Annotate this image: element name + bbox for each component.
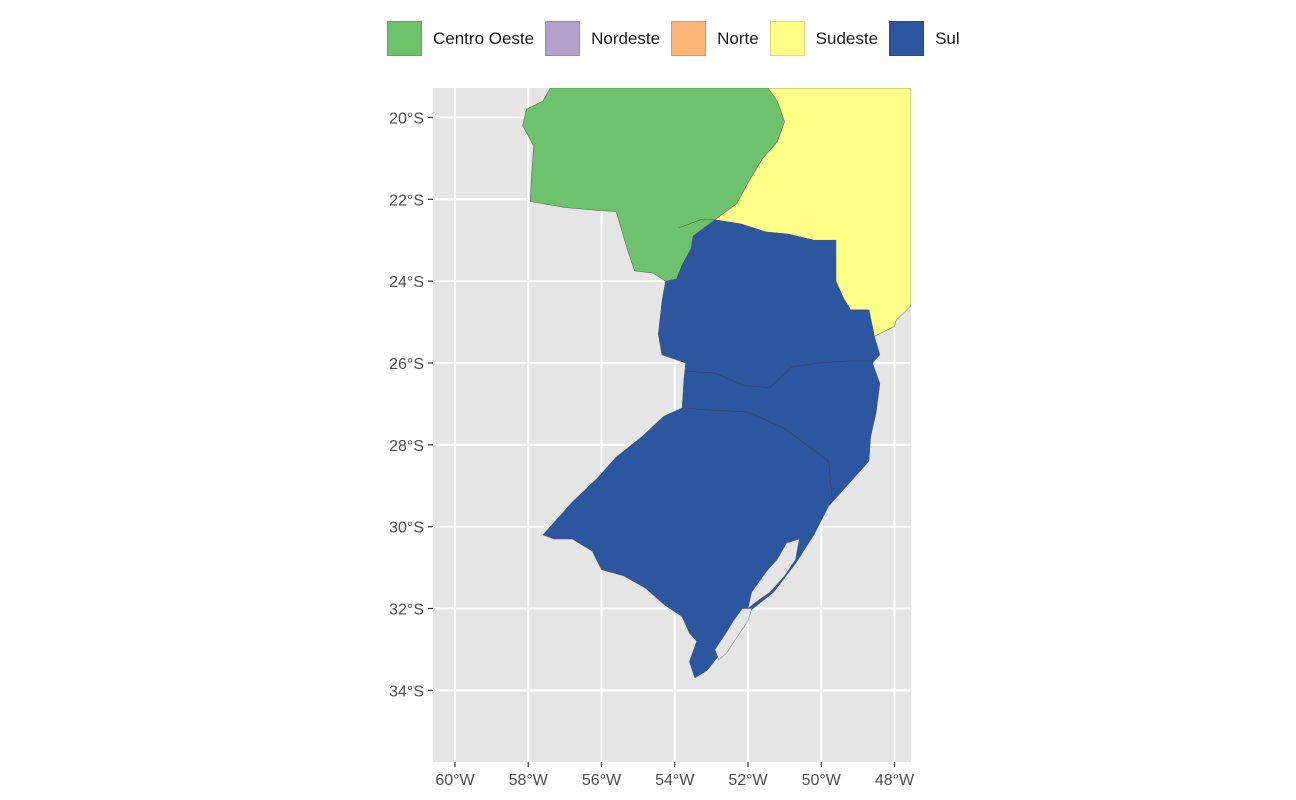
legend-item-centro-oeste[interactable]: Centro Oeste xyxy=(387,21,534,56)
legend-label-norte: Norte xyxy=(717,28,759,48)
y-tick-label: 20°S xyxy=(389,110,424,127)
y-tick-label: 30°S xyxy=(389,520,424,537)
x-tick-label: 48°W xyxy=(875,772,915,789)
legend-item-sul[interactable]: Sul xyxy=(889,21,960,56)
legend-swatch-sudeste xyxy=(769,21,805,56)
legend-label-nordeste: Nordeste xyxy=(591,28,661,48)
map-axes: 60°W 58°W 56°W 54°W 52°W 50°W 48°W 20°S 22°S 24°S… xyxy=(389,110,915,789)
y-tick-label: 34°S xyxy=(389,683,424,700)
y-tick-label: 22°S xyxy=(389,192,424,209)
legend-label-sudeste: Sudeste xyxy=(815,28,879,48)
legend-label-centro-oeste: Centro Oeste xyxy=(433,28,535,48)
x-tick-label: 50°W xyxy=(802,772,842,789)
x-tick-label: 52°W xyxy=(728,772,768,789)
legend-swatch-nordeste xyxy=(545,21,581,56)
legend-swatch-sul xyxy=(889,21,925,56)
state-border xyxy=(678,219,715,229)
state-border xyxy=(682,407,833,499)
legend: Centro Oeste Nordeste Norte Sudeste Sul xyxy=(387,21,971,56)
region-sul[interactable] xyxy=(542,219,881,679)
state-border xyxy=(685,360,875,388)
legend-item-nordeste[interactable]: Nordeste xyxy=(545,21,660,56)
y-tick-label: 28°S xyxy=(389,438,424,455)
lagoon xyxy=(714,608,752,661)
lagoon xyxy=(747,538,800,610)
legend-item-sudeste[interactable]: Sudeste xyxy=(769,21,879,56)
x-tick-label: 54°W xyxy=(655,772,695,789)
y-tick-label: 24°S xyxy=(389,274,424,291)
x-tick-label: 60°W xyxy=(435,772,475,789)
y-tick-label: 26°S xyxy=(389,356,424,373)
y-tick-label: 32°S xyxy=(389,602,424,619)
legend-item-norte[interactable]: Norte xyxy=(671,21,759,56)
x-tick-label: 56°W xyxy=(582,772,622,789)
legend-swatch-norte xyxy=(671,21,707,56)
legend-label-sul: Sul xyxy=(935,28,960,48)
legend-swatch-centro-oeste xyxy=(387,21,422,56)
x-tick-label: 58°W xyxy=(509,772,549,789)
map-regions xyxy=(522,88,911,679)
